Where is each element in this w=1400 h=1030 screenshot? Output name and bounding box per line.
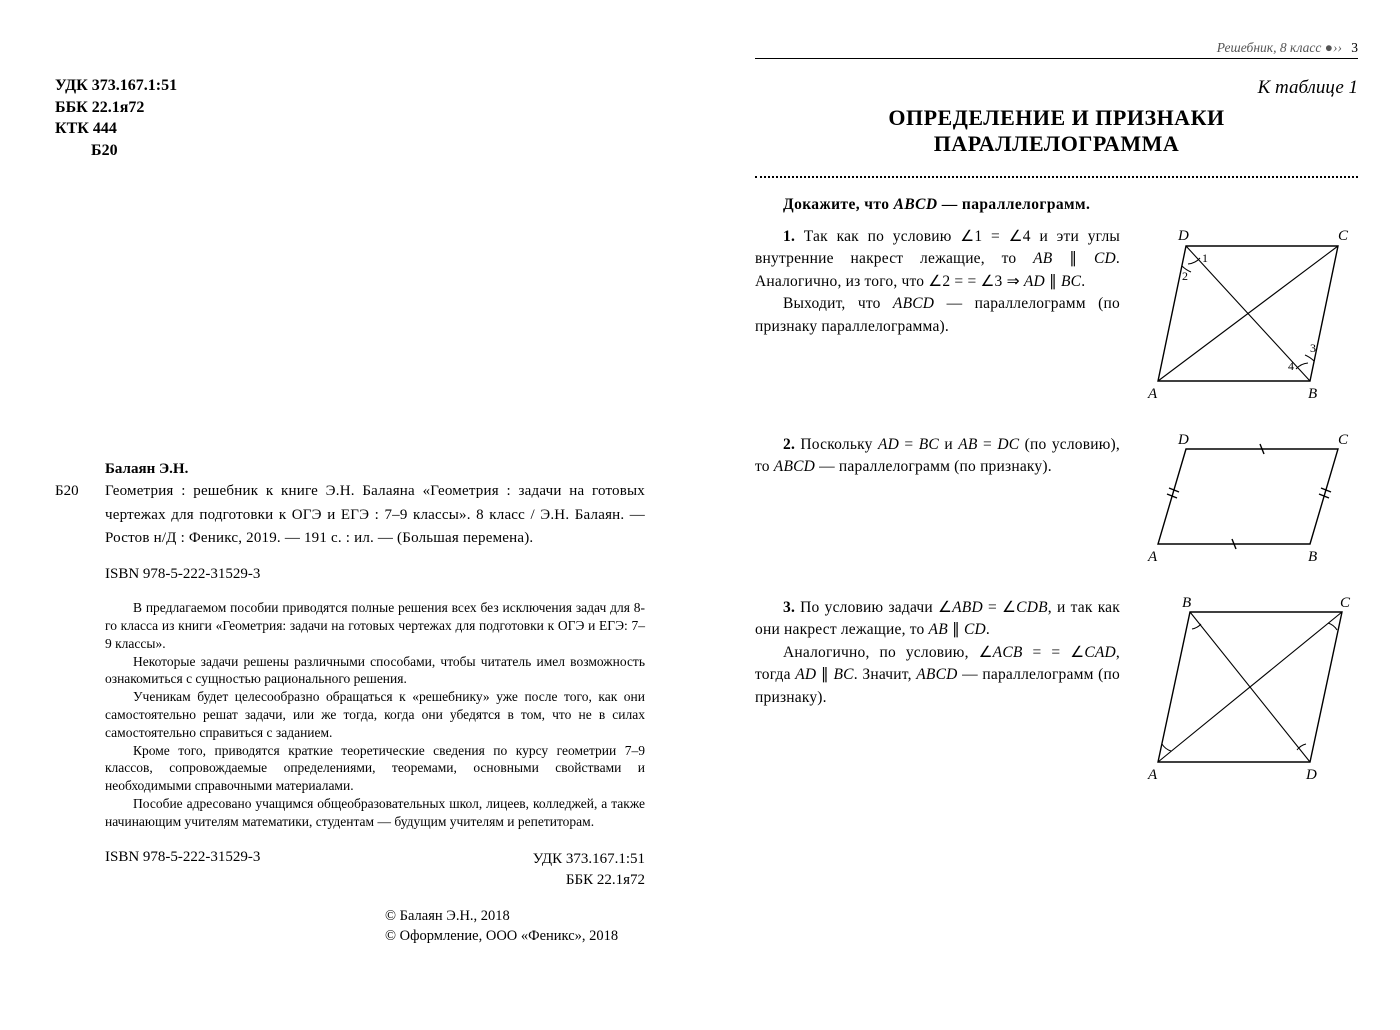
bottom-row: ISBN 978-5-222-31529-3 УДК 373.167.1:51 … [105,849,645,893]
copyright-1: © Балаян Э.Н., 2018 [385,906,645,926]
annotation-p2: Некоторые задачи решены различными спосо… [105,653,645,689]
svg-text:B: B [1182,597,1191,611]
problem-1-text: 1. Так как по условию ∠1 = ∠4 и эти углы… [755,226,1120,338]
svg-text:A: A [1147,767,1158,783]
udk: УДК 373.167.1:51 [55,77,177,94]
dotted-separator [755,176,1358,178]
svg-text:4: 4 [1288,359,1294,373]
right-page: Решебник, 8 класс ●›› 3 К таблице 1 ОПРЕ… [700,0,1400,1030]
isbn-bottom: ISBN 978-5-222-31529-3 [105,849,260,893]
svg-text:A: A [1147,549,1158,565]
left-page: УДК 373.167.1:51 ББК 22.1я72 КТК 444 Б20… [0,0,700,1030]
ktk: КТК 444 [55,120,117,137]
svg-text:C: C [1338,434,1349,448]
sup-title: К таблице 1 [755,77,1358,99]
svg-text:C: C [1338,228,1349,244]
catalog-entry: Б20 Геометрия : решебник к книге Э.Н. Ба… [55,480,645,550]
annotation-p5: Пособие адресовано учащимся общеобразова… [105,795,645,831]
classification-block: УДК 373.167.1:51 ББК 22.1я72 КТК 444 Б20 [55,75,645,161]
svg-text:C: C [1340,597,1351,611]
catalog-body: Геометрия : решебник к книге Э.Н. Балаян… [105,480,645,550]
svg-text:D: D [1177,434,1189,448]
annotation-block: В предлагаемом пособии приводятся полные… [105,599,645,831]
running-head: Решебник, 8 класс ●›› 3 [755,40,1358,59]
svg-text:1: 1 [1202,251,1208,265]
b20: Б20 [55,140,645,162]
annotation-p4: Кроме того, приводятся краткие теоретиче… [105,742,645,795]
page-number: 3 [1351,40,1358,55]
svg-text:D: D [1177,228,1189,244]
problem-2-text: 2. Поскольку AD = BC и AB = DC (по услов… [755,434,1120,479]
annotation-p3: Ученикам будет целесообразно обращаться … [105,688,645,741]
main-title-l2: ПАРАЛЛЕЛОГРАММА [934,131,1180,156]
author-name: Балаян Э.Н. [105,461,645,478]
copyright-block: © Балаян Э.Н., 2018 © Оформление, ООО «Ф… [385,906,645,947]
svg-text:D: D [1305,767,1317,783]
instruction: Докажите, что ABCD — параллелограмм. [755,196,1358,214]
problem-3-text: 3. По условию задачи ∠ABD = ∠CDB, и так … [755,597,1120,709]
isbn-top: ISBN 978-5-222-31529-3 [105,566,645,583]
problem-3: 3. По условию задачи ∠ABD = ∠CDB, и так … [755,597,1358,787]
annotation-p1: В предлагаемом пособии приводятся полные… [105,599,645,652]
svg-text:3: 3 [1310,341,1316,355]
svg-text:2: 2 [1182,269,1188,283]
udk-bottom: УДК 373.167.1:51 [533,849,645,871]
figure-3: B C A D [1138,597,1358,787]
figure-2: D C A B [1138,434,1358,569]
copyright-2: © Оформление, ООО «Феникс», 2018 [385,926,645,946]
main-title: ОПРЕДЕЛЕНИЕ И ПРИЗНАКИ ПАРАЛЛЕЛОГРАММА [755,105,1358,158]
bbk-bottom: ББК 22.1я72 [533,870,645,892]
main-title-l1: ОПРЕДЕЛЕНИЕ И ПРИЗНАКИ [888,105,1224,130]
svg-text:B: B [1308,386,1317,402]
problem-1: 1. Так как по условию ∠1 = ∠4 и эти углы… [755,226,1358,406]
running-text: Решебник, 8 класс ●›› [1217,40,1342,55]
svg-text:A: A [1147,386,1158,402]
bbk: ББК 22.1я72 [55,99,144,116]
problem-2: 2. Поскольку AD = BC и AB = DC (по услов… [755,434,1358,569]
figure-1: D C A B 1 2 3 4 [1138,226,1358,406]
catalog-code: Б20 [55,480,105,550]
svg-text:B: B [1308,549,1317,565]
